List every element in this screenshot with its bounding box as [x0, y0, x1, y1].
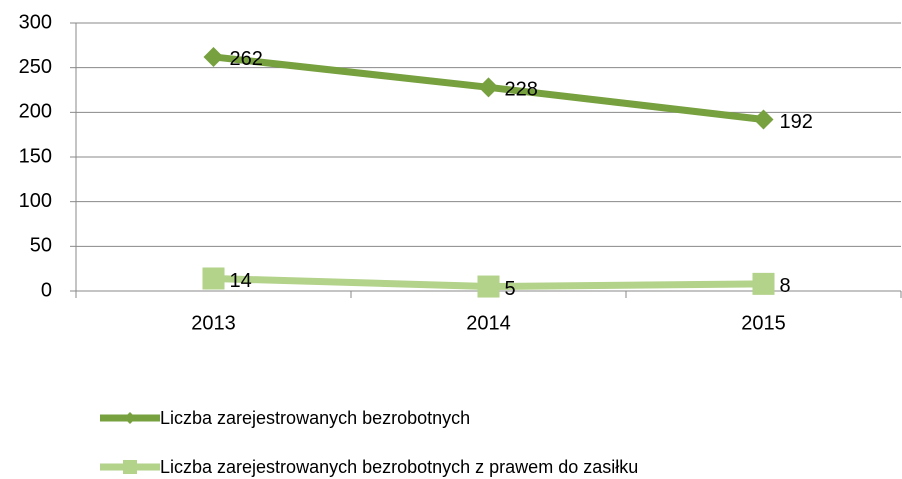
- y-tick-label: 200: [19, 101, 52, 123]
- data-label: 192: [780, 111, 813, 133]
- point: [478, 77, 499, 98]
- point: [477, 275, 500, 298]
- legend-marker: [124, 412, 136, 424]
- data-label: 228: [505, 79, 538, 101]
- y-tick-label: 300: [19, 11, 52, 33]
- data-label: 262: [230, 48, 263, 70]
- x-tick-label: 2015: [741, 312, 786, 334]
- y-tick-label: 100: [19, 190, 52, 212]
- point: [753, 109, 774, 130]
- x-tick-label: 2014: [466, 312, 511, 334]
- legend-marker: [123, 460, 137, 474]
- legend-label: Liczba zarejestrowanych bezrobotnych: [160, 408, 470, 428]
- data-label: 5: [505, 278, 516, 300]
- y-tick-label: 0: [41, 279, 52, 301]
- y-tick-label: 250: [19, 56, 52, 78]
- x-tick-label: 2013: [191, 312, 236, 334]
- point: [203, 46, 224, 67]
- data-label: 8: [780, 275, 791, 297]
- point: [202, 267, 225, 290]
- legend-label: Liczba zarejestrowanych bezrobotnych z p…: [160, 457, 638, 477]
- point: [752, 272, 775, 295]
- y-tick-label: 50: [30, 235, 52, 257]
- y-tick-label: 150: [19, 145, 52, 167]
- data-label: 14: [230, 270, 252, 292]
